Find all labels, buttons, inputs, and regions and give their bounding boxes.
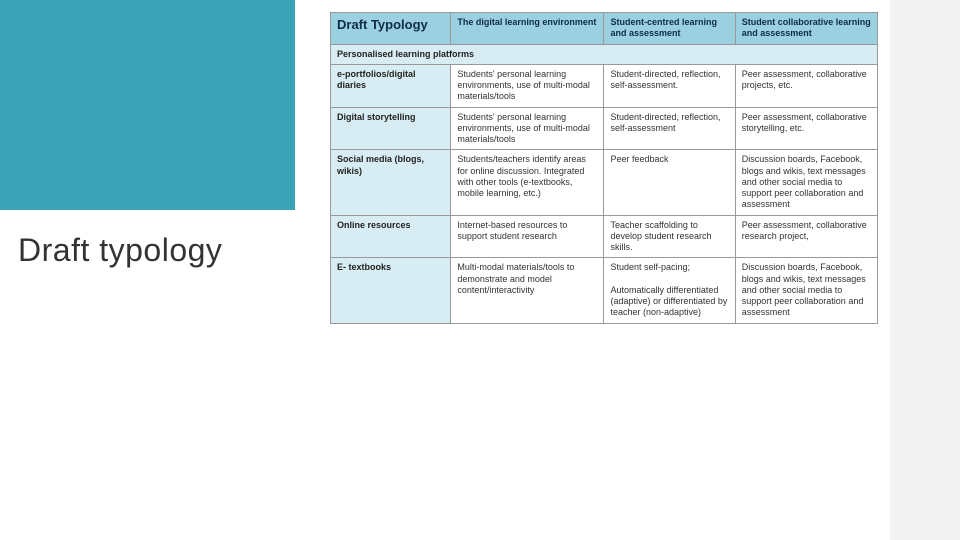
row-label: E- textbooks — [331, 258, 451, 323]
cell: Internet-based resources to support stud… — [451, 215, 604, 258]
cell: Student-directed, reflection, self-asses… — [604, 107, 735, 150]
cell: Student self-pacing; Automatically diffe… — [604, 258, 735, 323]
slide: Draft typology Draft Typology The digita… — [0, 0, 960, 540]
typology-table: Draft Typology The digital learning envi… — [330, 12, 878, 324]
col-header-2: Student-centred learning and assessment — [604, 13, 735, 45]
table-row: Digital storytelling Students' personal … — [331, 107, 878, 150]
table-row: e-portfolios/digital diaries Students' p… — [331, 64, 878, 107]
cell: Peer assessment, collaborative research … — [735, 215, 877, 258]
col-header-3: Student collaborative learning and asses… — [735, 13, 877, 45]
cell: Students' personal learning environments… — [451, 64, 604, 107]
cell: Student-directed, reflection, self-asses… — [604, 64, 735, 107]
table-header-row: Draft Typology The digital learning envi… — [331, 13, 878, 45]
page-title: Draft typology — [18, 232, 222, 269]
cell: Peer assessment, collaborative projects,… — [735, 64, 877, 107]
table-row: Online resources Internet-based resource… — [331, 215, 878, 258]
table-row: E- textbooks Multi-modal materials/tools… — [331, 258, 878, 323]
row-label: Digital storytelling — [331, 107, 451, 150]
right-band — [890, 0, 960, 540]
cell: Peer feedback — [604, 150, 735, 215]
table-subhead: Personalised learning platforms — [331, 44, 878, 64]
row-label: e-portfolios/digital diaries — [331, 64, 451, 107]
row-label: Social media (blogs, wikis) — [331, 150, 451, 215]
cell: Peer assessment, collaborative storytell… — [735, 107, 877, 150]
cell: Students' personal learning environments… — [451, 107, 604, 150]
cell: Discussion boards, Facebook, blogs and w… — [735, 150, 877, 215]
table-row: Social media (blogs, wikis) Students/tea… — [331, 150, 878, 215]
typology-table-wrap: Draft Typology The digital learning envi… — [330, 12, 878, 324]
row-label: Online resources — [331, 215, 451, 258]
teal-box — [0, 0, 295, 210]
cell: Multi-modal materials/tools to demonstra… — [451, 258, 604, 323]
table-title: Draft Typology — [331, 13, 451, 45]
cell: Teacher scaffolding to develop student r… — [604, 215, 735, 258]
table-subhead-row: Personalised learning platforms — [331, 44, 878, 64]
cell: Students/teachers identify areas for onl… — [451, 150, 604, 215]
cell: Discussion boards, Facebook, blogs and w… — [735, 258, 877, 323]
col-header-1: The digital learning environment — [451, 13, 604, 45]
